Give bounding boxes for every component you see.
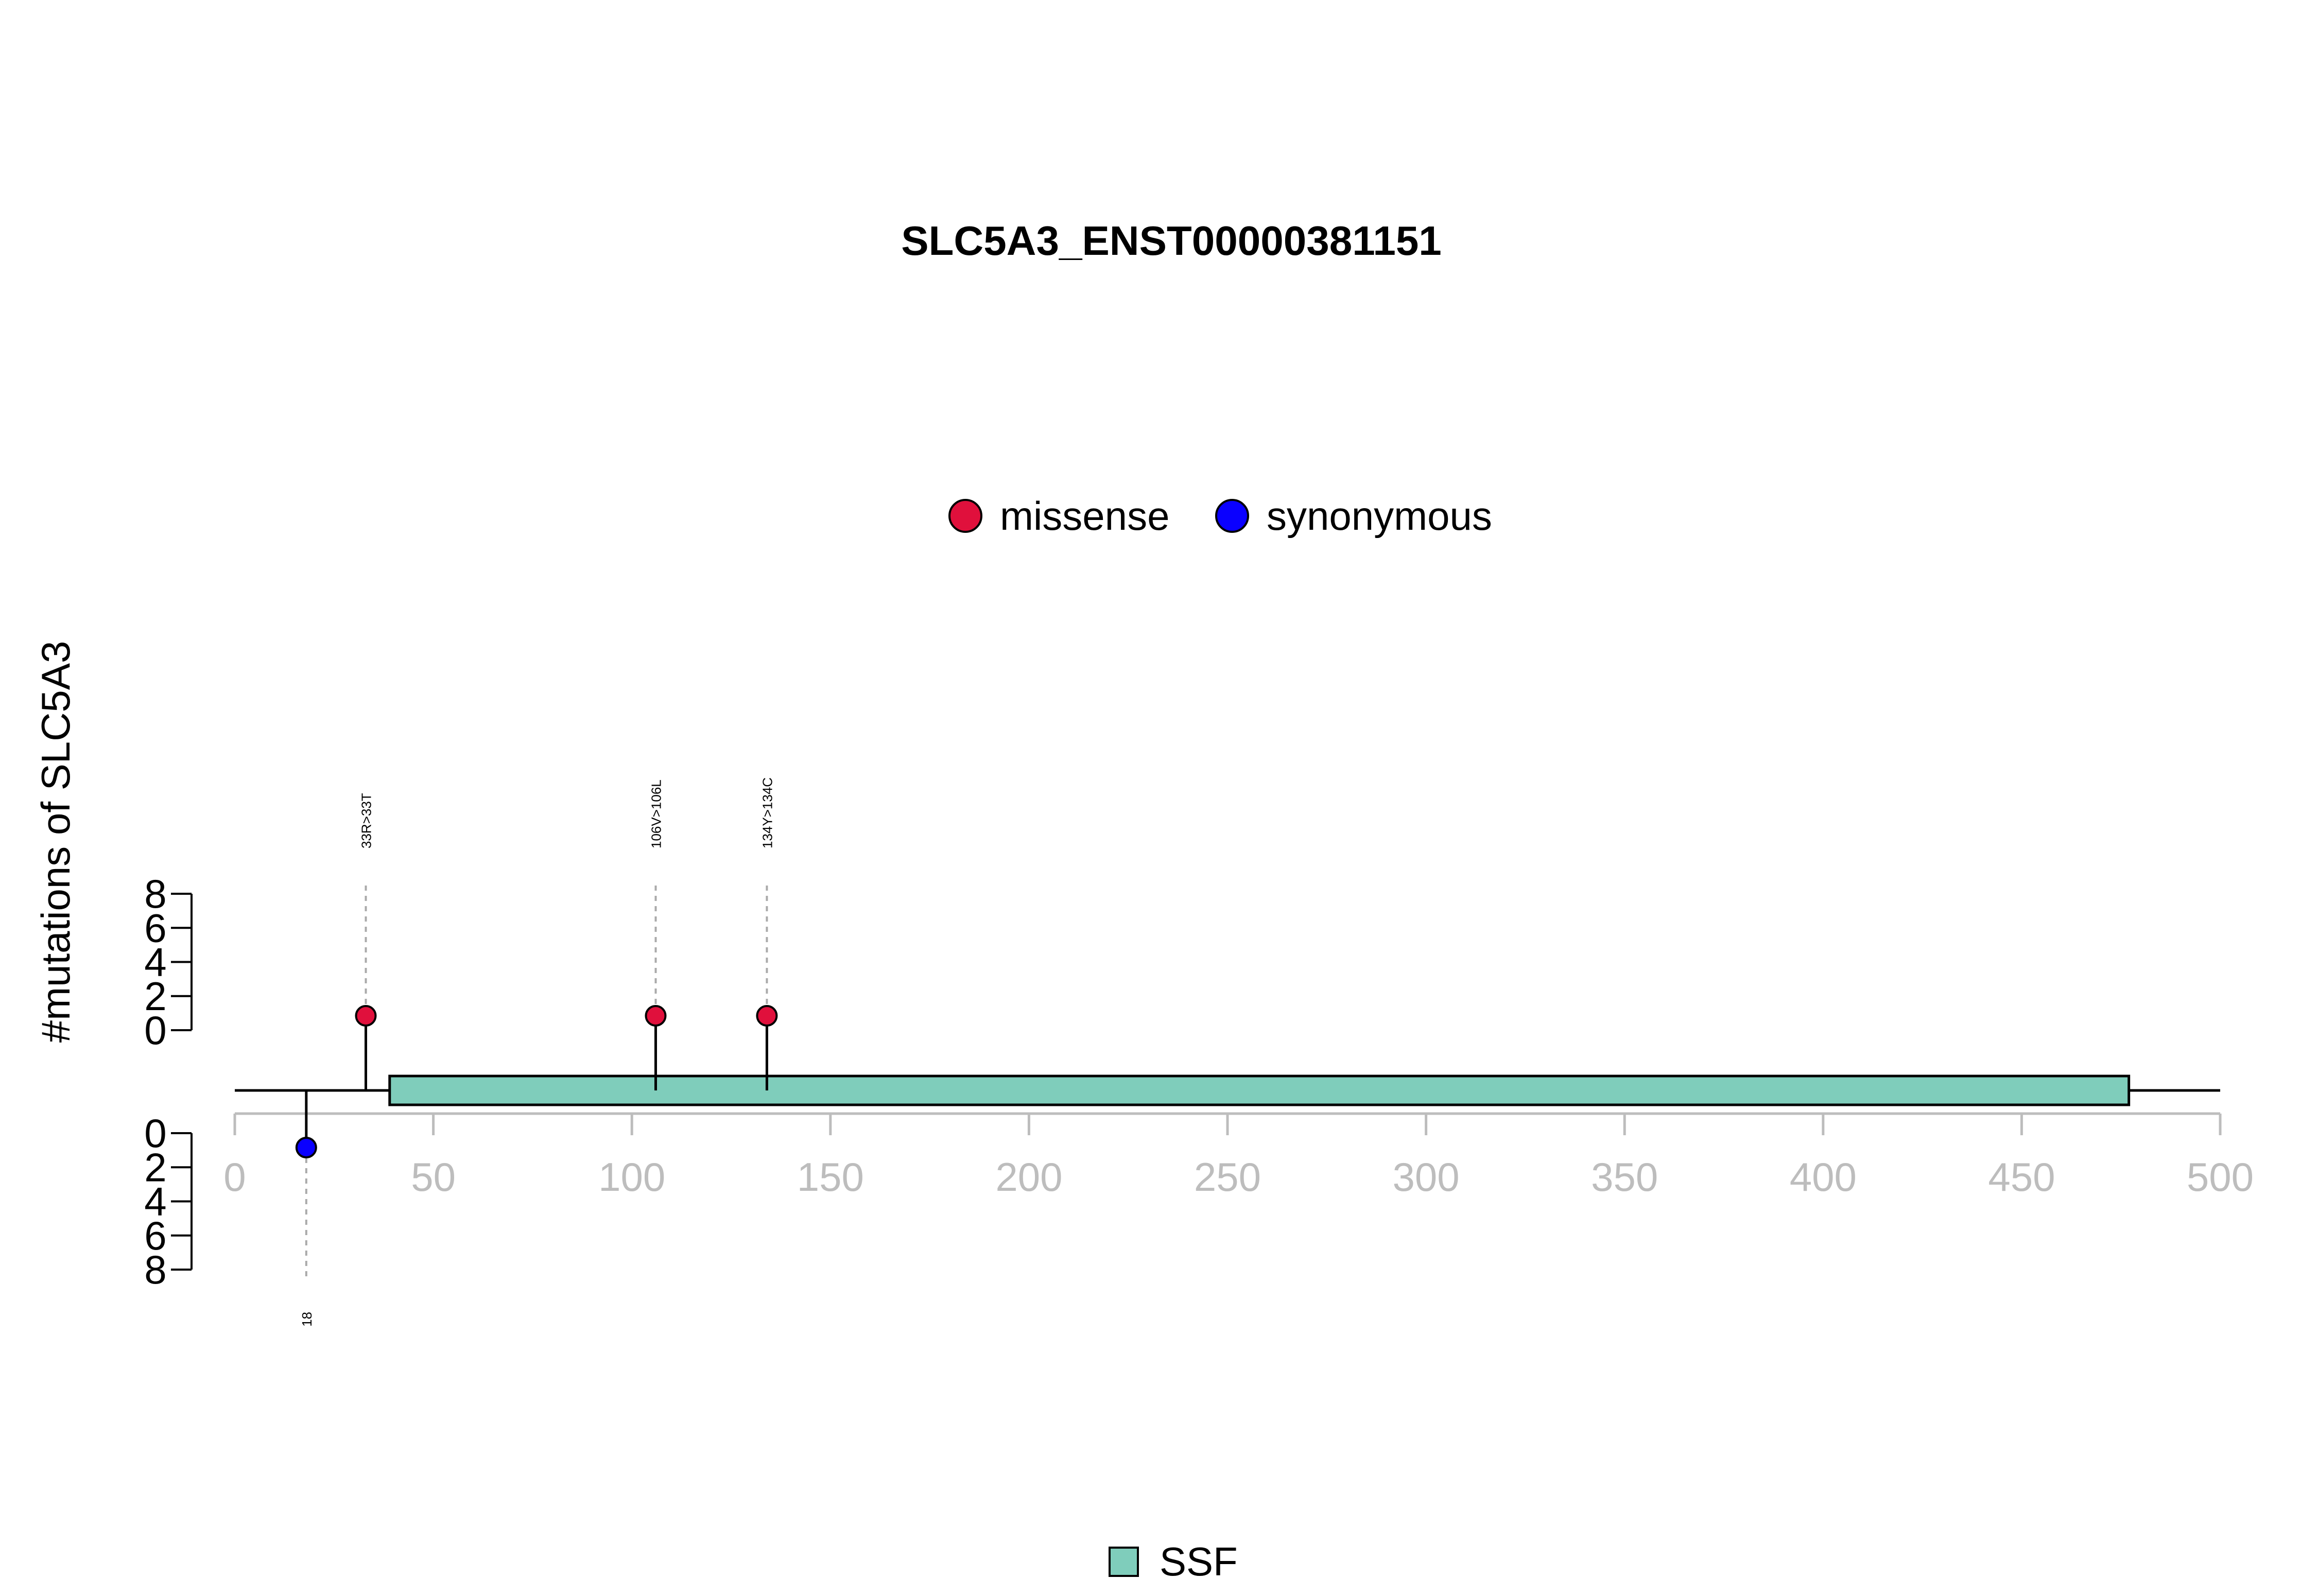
x-tick-label: 0 — [223, 1154, 246, 1200]
mutation-point-missense — [355, 1005, 377, 1027]
y-tick-label-upper: 6 — [144, 905, 166, 950]
y-tick-label-lower: 4 — [144, 1179, 166, 1224]
x-tick-label: 200 — [995, 1154, 1062, 1200]
legend-label-synonymous: synonymous — [1267, 493, 1492, 539]
y-axis-label: #mutations of SLC5A3 — [33, 641, 78, 1043]
domain-SSF — [388, 1074, 2131, 1106]
mutation-label: 33R>33T — [358, 793, 374, 848]
y-tick-label-lower: 0 — [144, 1111, 166, 1156]
domain-legend-swatch-SSF — [1109, 1547, 1139, 1577]
x-tick-label: 500 — [2187, 1154, 2254, 1200]
mutation-label: 134Y>134C — [759, 777, 775, 848]
legend-swatch-missense — [948, 499, 982, 533]
domain-legend: SSF — [1109, 1539, 1238, 1584]
x-tick-label: 400 — [1790, 1154, 1857, 1200]
mutation-point-missense — [756, 1005, 778, 1027]
x-tick-label: 250 — [1194, 1154, 1261, 1200]
domain-layer — [388, 1074, 2131, 1106]
x-tick-label: 100 — [598, 1154, 665, 1200]
y-tick-label-upper: 8 — [144, 871, 166, 916]
y-tick-label-upper: 4 — [144, 940, 166, 985]
mutation-label: 18 — [299, 1312, 315, 1327]
y-tick-label-lower: 6 — [144, 1213, 166, 1258]
domain-legend-label-SSF: SSF — [1160, 1539, 1238, 1584]
mutation-type-legend: missense synonymous — [948, 493, 1492, 539]
y-tick-label-lower: 2 — [144, 1144, 166, 1190]
legend-label-missense: missense — [1000, 493, 1169, 539]
x-tick-label: 350 — [1591, 1154, 1658, 1200]
y-tick-label-upper: 0 — [144, 1008, 166, 1053]
x-tick-label: 50 — [411, 1154, 456, 1200]
legend-swatch-synonymous — [1215, 499, 1249, 533]
x-tick-label: 300 — [1393, 1154, 1460, 1200]
mutation-point-missense — [645, 1005, 667, 1027]
x-axis: 0 50 100 150 200 250 300 350 400 450 500 — [223, 1112, 2254, 1200]
y-tick-label-upper: 2 — [144, 974, 166, 1019]
chart-title: SLC5A3_ENST00000381151 — [901, 218, 1442, 264]
mutation-layer: 33R>33T 106V>106L 134Y>134C 18 — [295, 777, 778, 1327]
y-tick-label-lower: 8 — [144, 1247, 166, 1292]
x-tick-label: 450 — [1988, 1154, 2055, 1200]
x-tick-label: 150 — [797, 1154, 864, 1200]
mutation-point-synonymous — [295, 1137, 317, 1158]
mutation-label: 106V>106L — [648, 779, 664, 848]
